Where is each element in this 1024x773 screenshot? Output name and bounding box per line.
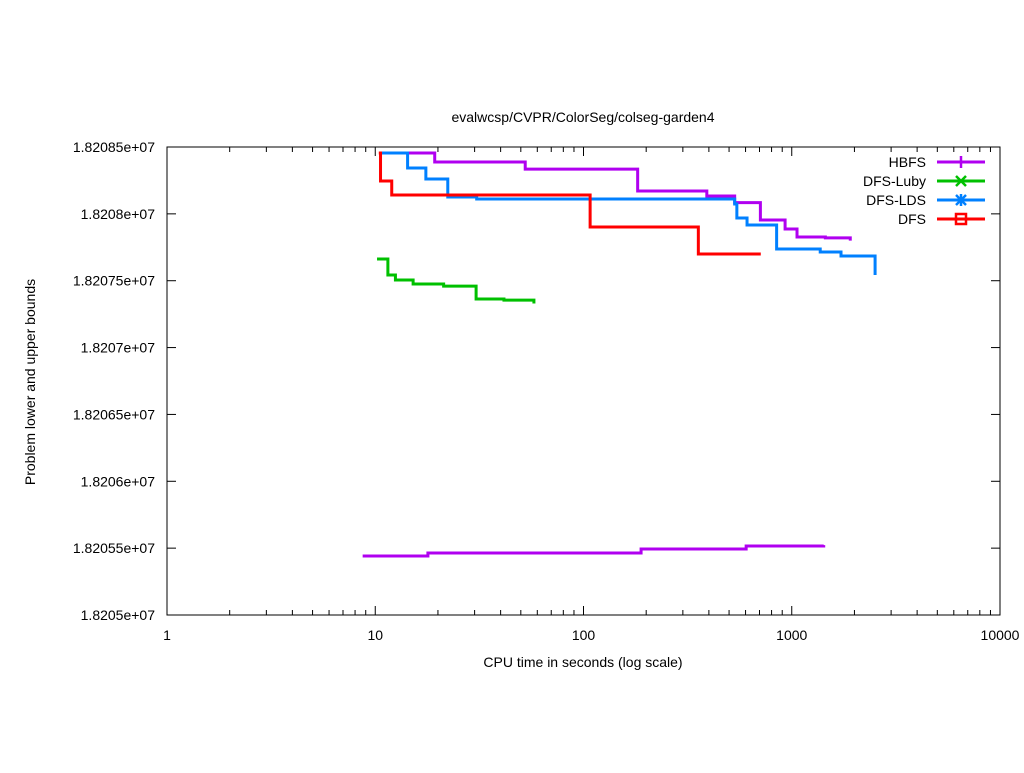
legend-label: DFS-Luby	[863, 173, 926, 189]
series-line-dfs-luby-upper	[377, 257, 536, 304]
y-tick-label: 1.8208e+07	[81, 206, 156, 222]
y-axis-ticks: 1.8205e+07 1.82055e+07 1.8206e+07 1.82065e+…	[73, 139, 1000, 623]
y-tick-label: 1.8205e+07	[81, 607, 156, 623]
series-group	[362, 151, 877, 558]
y-axis-label: Problem lower and upper bounds	[22, 279, 38, 485]
plot-area-frame	[166, 146, 1001, 616]
x-tick-label: 10	[367, 627, 383, 643]
y-tick-label: 1.8207e+07	[81, 340, 156, 356]
x-tick-label: 1	[163, 627, 171, 643]
x-tick-label: 100	[572, 627, 596, 643]
x-axis-ticks: 1 10 100 1000 10000	[163, 147, 1020, 643]
x-axis-label: CPU time in seconds (log scale)	[483, 654, 682, 670]
legend-label: HBFS	[889, 154, 926, 170]
y-tick-label: 1.8206e+07	[81, 473, 156, 489]
legend-marker-square-icon	[954, 212, 968, 226]
series-line-dfs-lds-upper	[380, 151, 877, 275]
series-line-hbfs-lower	[362, 544, 826, 558]
x-tick-label: 10000	[981, 627, 1020, 643]
chart-title: evalwcsp/CVPR/ColorSeg/colseg-garden4	[451, 109, 714, 125]
x-tick-label: 1000	[776, 627, 807, 643]
y-tick-label: 1.82065e+07	[73, 406, 155, 422]
y-tick-label: 1.82055e+07	[73, 540, 155, 556]
legend-marker-cross-icon	[955, 175, 967, 187]
series-line-dfs-upper	[378, 151, 761, 256]
legend: HBFS DFS-Luby DFS-LDS DFS	[863, 154, 985, 227]
y-tick-label: 1.82075e+07	[73, 273, 155, 289]
legend-label: DFS-LDS	[866, 192, 926, 208]
legend-label: DFS	[898, 211, 926, 227]
legend-marker-star-icon	[955, 194, 967, 206]
y-tick-label: 1.82085e+07	[73, 139, 155, 155]
